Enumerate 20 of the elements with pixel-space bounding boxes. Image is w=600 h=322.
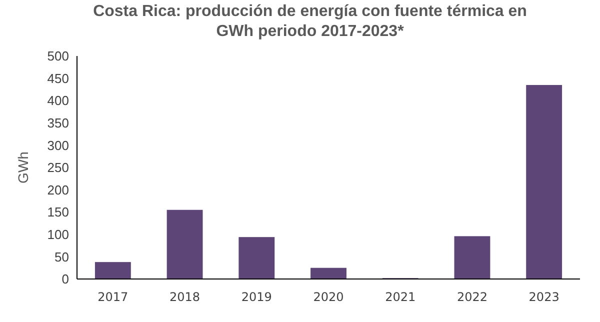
y-tick-label: 350 [47, 115, 69, 130]
x-tick-label: 2022 [456, 290, 488, 304]
y-tick-label: 300 [47, 138, 69, 153]
x-tick-label: 2019 [241, 290, 272, 304]
x-tick-label: 2017 [98, 290, 128, 304]
y-tick-label: 50 [54, 249, 69, 264]
y-tick-label: 200 [47, 182, 69, 198]
y-tick-label: 100 [47, 226, 69, 242]
y-tick-label: 0 [62, 272, 69, 287]
y-tick-label: 150 [47, 204, 69, 220]
x-tick-label: 2023 [528, 290, 560, 304]
chart-title: Costa Rica: producción de energía con fuente térmica en GWh periodo 2017-2023* [93, 3, 527, 40]
x-tick-label: 2020 [313, 290, 344, 304]
y-tick-label: 250 [47, 160, 69, 176]
y-tick-label: 400 [47, 93, 69, 108]
x-tick-label: 2018 [170, 290, 200, 304]
y-tick-label: 500 [47, 48, 69, 64]
y-tick-label: 450 [47, 70, 69, 86]
y-axis-title: GWh [15, 152, 31, 184]
x-tick-label: 2021 [385, 290, 416, 304]
